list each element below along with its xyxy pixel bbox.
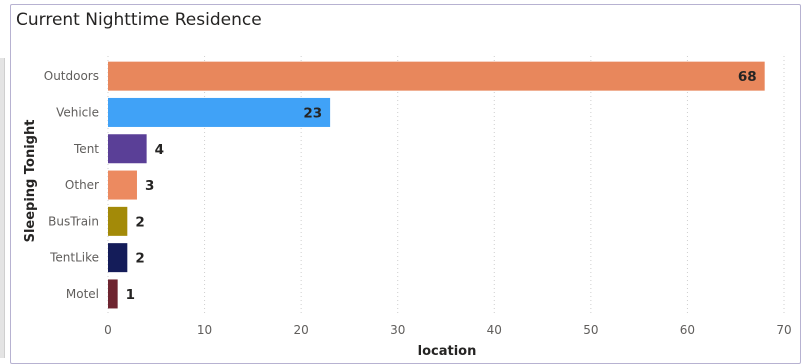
x-tick-label: 40 bbox=[487, 323, 502, 337]
bars bbox=[108, 61, 765, 309]
data-label-outdoors: 68 bbox=[738, 69, 757, 85]
category-label-outdoors: Outdoors bbox=[44, 69, 99, 83]
category-label-tent: Tent bbox=[73, 142, 99, 156]
data-label-bustrain: 2 bbox=[135, 214, 144, 230]
category-label-motel: Motel bbox=[66, 287, 99, 301]
x-tick-label: 10 bbox=[197, 323, 212, 337]
bar-outdoors[interactable] bbox=[108, 61, 765, 91]
bar-bustrain[interactable] bbox=[108, 206, 128, 236]
data-label-motel: 1 bbox=[126, 287, 135, 303]
gridlines bbox=[107, 56, 785, 315]
chart-title: Current Nighttime Residence bbox=[16, 10, 262, 30]
x-tick-label: 0 bbox=[104, 323, 112, 337]
data-label-tent: 4 bbox=[155, 142, 164, 158]
bar-tentlike[interactable] bbox=[108, 243, 128, 273]
x-tick-label: 60 bbox=[680, 323, 695, 337]
left-panel-edge bbox=[0, 58, 5, 358]
x-tick-labels: 0 10 20 30 40 50 60 70 bbox=[104, 323, 791, 337]
category-label-tentlike: TentLike bbox=[49, 251, 99, 265]
x-axis-title: location bbox=[418, 344, 477, 358]
bar-other[interactable] bbox=[108, 170, 137, 200]
x-tick-label: 50 bbox=[583, 323, 598, 337]
data-label-tentlike: 2 bbox=[135, 251, 144, 267]
y-axis-title: Sleeping Tonight bbox=[23, 120, 38, 243]
category-label-vehicle: Vehicle bbox=[56, 105, 99, 119]
bar-vehicle[interactable] bbox=[108, 97, 331, 127]
data-labels: 68 23 4 3 2 2 1 bbox=[126, 69, 757, 303]
x-tick-label: 30 bbox=[390, 323, 405, 337]
x-tick-label: 20 bbox=[294, 323, 309, 337]
bar-motel[interactable] bbox=[108, 279, 118, 309]
bar-tent[interactable] bbox=[108, 134, 147, 164]
category-label-bustrain: BusTrain bbox=[48, 214, 99, 228]
category-labels: Outdoors Vehicle Tent Other BusTrain TentLike… bbox=[44, 69, 100, 301]
x-tick-label: 70 bbox=[776, 323, 791, 337]
data-label-other: 3 bbox=[145, 178, 154, 194]
category-label-other: Other bbox=[65, 178, 99, 192]
data-label-vehicle: 23 bbox=[303, 105, 322, 121]
